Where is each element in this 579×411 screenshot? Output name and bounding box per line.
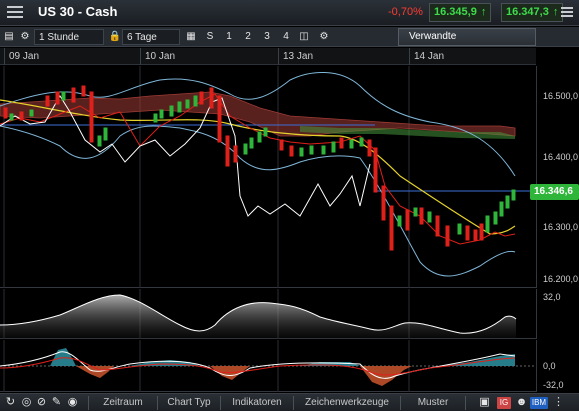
tab-muster[interactable]: Muster [417,397,449,408]
ask-price: 16.347,3 [506,6,549,18]
candles-up [9,91,516,235]
table-icon[interactable]: ▤ [4,31,14,42]
current-price-marker: 16.346,6 [530,184,579,200]
ig-badge[interactable]: IG [497,397,511,409]
date-axis: 09 Jan 10 Jan 13 Jan 14 Jan [0,48,536,65]
macd-axis: 0,0 -32,0 [536,340,579,392]
candles-down [3,85,484,251]
macd-histogram-neg [76,366,412,386]
gear-icon[interactable]: ⚙ [20,31,30,42]
fullscreen-icon[interactable]: ▣ [479,396,490,408]
macd-line [0,351,516,379]
oscillator-pane[interactable] [0,289,536,339]
person-icon[interactable]: ☻ [515,396,528,408]
price-axis: 16.500,0 16.400,0 16.300,0 16.200,0 [536,66,579,288]
price-chart[interactable] [0,66,536,288]
price-axis-label: 16.500,0 [543,91,579,101]
interval-value: 1 Stunde [39,32,80,43]
date-label: 10 Jan [145,51,176,62]
oscillator-area [0,295,516,339]
gear-icon[interactable]: ⚙ [319,31,329,42]
date-label: 13 Jan [283,51,314,62]
calendar-icon[interactable]: ▦ [186,31,196,42]
percent-change: -0,70% [388,6,423,18]
menu-icon[interactable] [4,3,26,23]
bollinger-lower [0,125,516,277]
macd-canvas [0,340,536,392]
oscillator-axis: 32,0 [536,289,579,339]
oscillator-line [0,294,517,334]
ibm-badge[interactable]: IBM [530,397,548,409]
moving-average [0,99,516,235]
oscillator-canvas [0,289,517,339]
price-axis-label: 16.300,0 [543,222,579,232]
tab-zeitraum[interactable]: Zeitraum [103,397,143,408]
instrument-title: US 30 - Cash [38,4,118,19]
list-icon[interactable] [561,7,573,17]
macd-histogram-pos [50,348,515,366]
popout-icon[interactable]: ◫ [299,31,309,42]
pencil-icon[interactable]: ✎ [51,396,62,408]
lock-icon[interactable]: 🔒 [108,31,122,42]
eye-icon[interactable]: ◉ [67,396,78,408]
range-select[interactable]: 6 Tage [122,29,180,45]
macd-pane[interactable] [0,340,536,392]
layout-4-button[interactable]: 4 [283,31,289,42]
date-label: 14 Jan [414,51,445,62]
no-entry-icon[interactable]: ⊘ [36,396,47,408]
macd-signal-line [0,357,516,376]
layout-3-button[interactable]: 3 [264,31,270,42]
up-arrow-icon: ↑ [552,6,559,18]
macd-axis-label: -32,0 [543,380,564,390]
more-icon[interactable]: ⋮ [553,396,564,408]
related-tab[interactable]: Verwandte [398,28,536,46]
date-label: 09 Jan [9,51,40,62]
tab-chart-typ[interactable]: Chart Typ [167,397,211,408]
crosshair-icon[interactable]: ◎ [21,396,32,408]
tab-zeichenwerkzeuge[interactable]: Zeichenwerkzeuge [305,397,389,408]
ask-price-button[interactable]: 16.347,3 ↑ [501,3,564,22]
layout-2-button[interactable]: 2 [245,31,251,42]
tab-indikatoren[interactable]: Indikatoren [232,397,282,408]
price-axis-label: 16.200,0 [543,274,579,284]
cloud-band [0,91,516,137]
mode-s-button[interactable]: S [206,31,214,42]
bid-price-button[interactable]: 16.345,9 ↑ [429,3,492,22]
up-arrow-icon: ↑ [480,6,487,18]
oscillator-axis-label: 32,0 [543,292,561,302]
price-chart-canvas [0,66,536,288]
interval-select[interactable]: 1 Stunde [34,29,104,45]
macd-axis-label: 0,0 [543,361,556,371]
refresh-icon[interactable]: ↻ [5,396,16,408]
bid-price: 16.345,9 [434,6,477,18]
layout-1-button[interactable]: 1 [226,31,232,42]
chart-toolbar: ▤ ⚙ 1 Stunde 🔒 6 Tage ▦ S 1 2 3 4 ◫ ⚙ Ve… [0,27,579,47]
title-bar: US 30 - Cash -0,70% 16.345,9 ↑ 16.347,3 ↑ [0,0,579,26]
lagging-line [0,95,371,217]
range-value: 6 Tage [127,32,157,43]
bottom-toolbar: ↻ ◎ ⊘ ✎ ◉ Zeitraum Chart Typ Indikatoren… [0,393,579,411]
price-axis-label: 16.400,0 [543,152,579,162]
